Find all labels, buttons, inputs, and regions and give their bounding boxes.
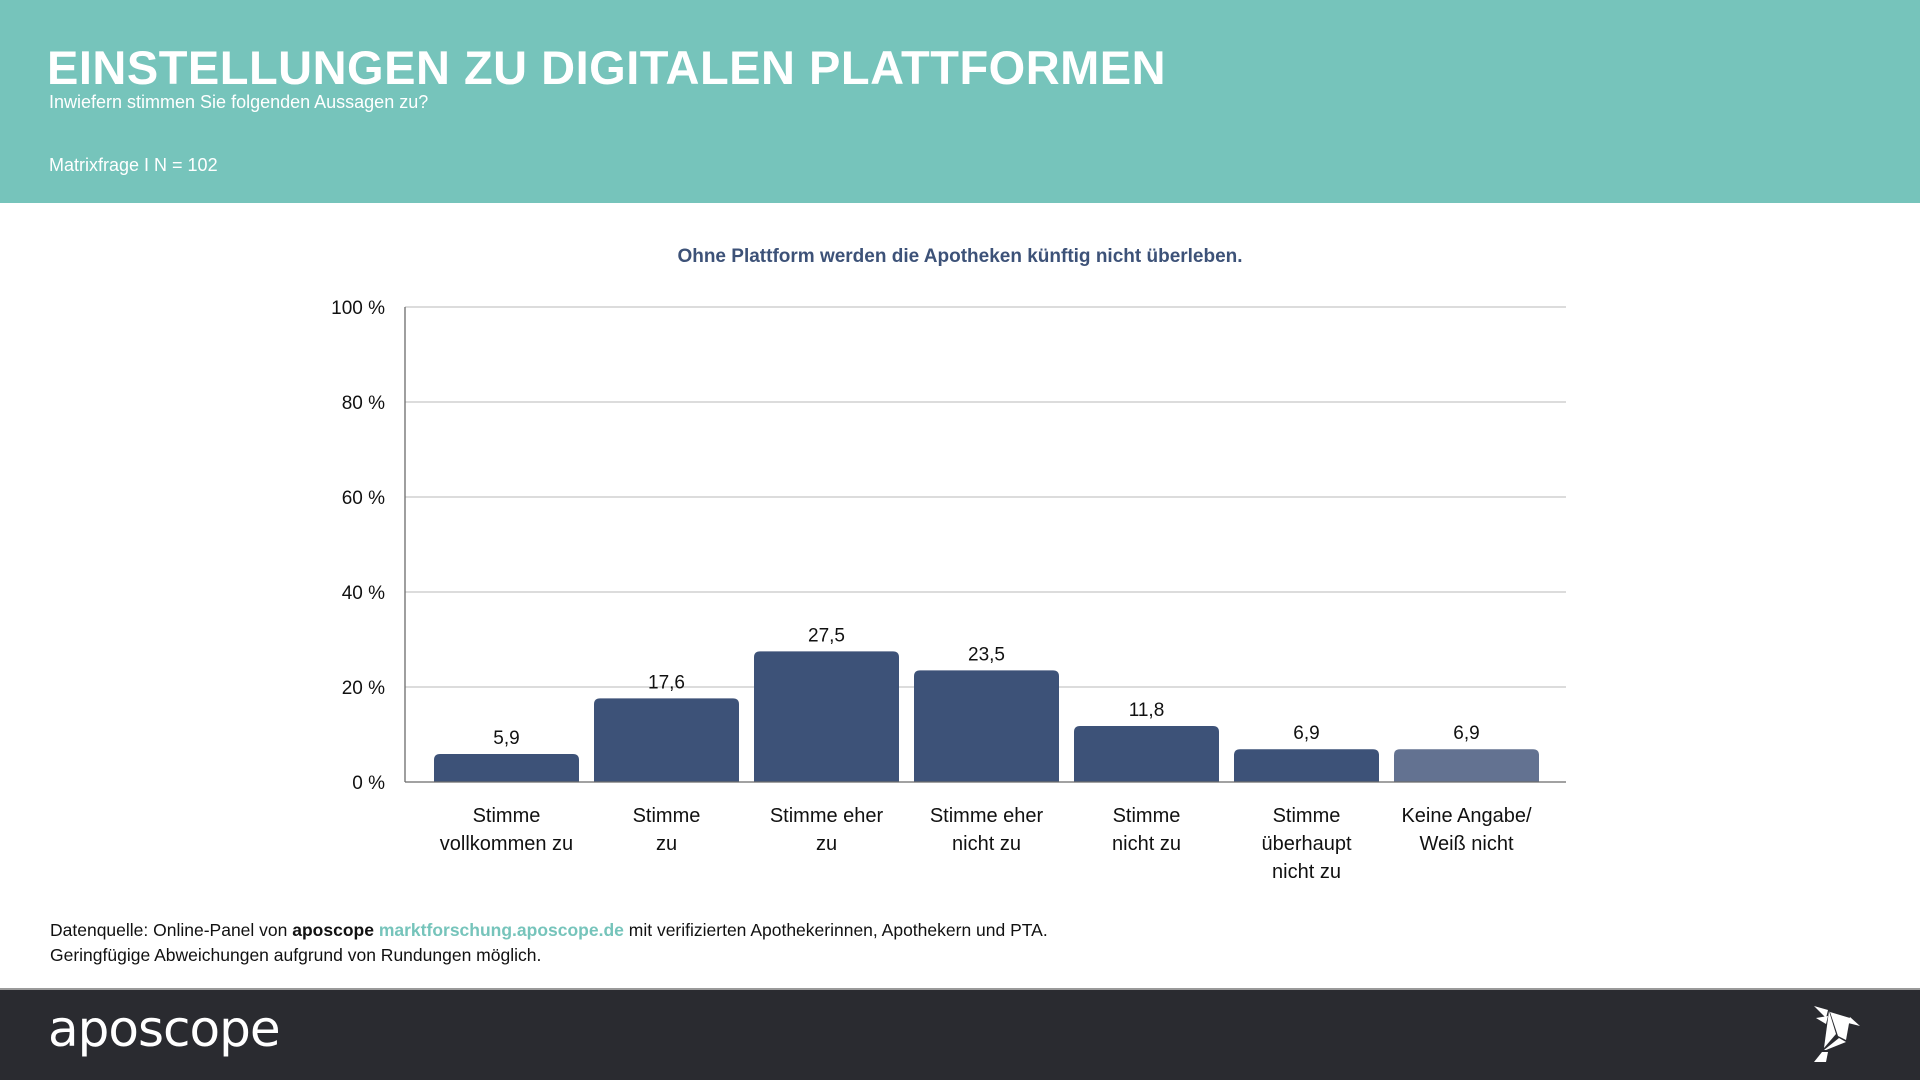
- page-subtitle: Inwiefern stimmen Sie folgenden Aussagen…: [49, 92, 429, 112]
- bar: [754, 651, 899, 782]
- header-banner: EINSTELLUNGEN ZU DIGITALEN PLATTFORMEN I…: [0, 0, 1920, 203]
- value-label: 17,6: [648, 672, 685, 693]
- x-category-label: Weiß nicht: [1419, 833, 1514, 855]
- x-category-label: vollkommen zu: [440, 833, 573, 855]
- footer-bar: aposcope: [0, 988, 1920, 1080]
- value-label: 5,9: [493, 728, 519, 749]
- x-category-label: Stimme: [1273, 805, 1341, 827]
- x-category-label: Keine Angabe/: [1401, 805, 1532, 827]
- y-tick-label: 100 %: [331, 298, 385, 319]
- bar: [1394, 749, 1539, 782]
- bar: [1074, 725, 1219, 782]
- sample-info: Matrixfrage I N = 102: [49, 155, 218, 175]
- value-label: 6,9: [1293, 723, 1319, 744]
- bar: [594, 698, 739, 782]
- y-tick-label: 0 %: [352, 773, 385, 794]
- x-category-label: überhaupt: [1261, 833, 1352, 855]
- x-category-label: nicht zu: [1112, 833, 1181, 855]
- x-category-label: Stimme: [1113, 805, 1181, 827]
- x-category-label: Stimme eher: [770, 805, 884, 827]
- source-line: Datenquelle: Online-Panel von aposcope m…: [50, 918, 1048, 943]
- chart-title: Ohne Plattform werden die Apotheken künf…: [677, 246, 1243, 267]
- y-tick-label: 80 %: [342, 393, 385, 414]
- origami-bird-icon: [1814, 1006, 1860, 1062]
- source-brand: aposcope: [292, 920, 374, 940]
- x-category-label: Stimme eher: [930, 805, 1044, 827]
- x-category-label: Stimme: [633, 805, 701, 827]
- y-tick-label: 60 %: [342, 488, 385, 509]
- x-category-label: zu: [816, 833, 837, 855]
- y-tick-label: 20 %: [342, 678, 385, 699]
- x-category-label: nicht zu: [1272, 861, 1341, 883]
- data-source-note: Datenquelle: Online-Panel von aposcope m…: [50, 918, 1048, 968]
- value-label: 11,8: [1129, 700, 1165, 721]
- value-label: 27,5: [808, 625, 845, 646]
- x-category-label: Stimme: [473, 805, 541, 827]
- source-prefix: Datenquelle: Online-Panel von: [50, 920, 293, 940]
- value-label: 23,5: [968, 644, 1005, 665]
- rounding-note: Geringfügige Abweichungen aufgrund von R…: [50, 945, 542, 965]
- x-category-label: nicht zu: [952, 833, 1021, 855]
- y-tick-label: 40 %: [342, 583, 385, 604]
- bar: [1234, 749, 1379, 782]
- aposcope-logo: aposcope: [48, 1000, 281, 1058]
- bar: [914, 670, 1059, 782]
- x-category-label: zu: [656, 833, 677, 855]
- source-link[interactable]: marktforschung.aposcope.de: [378, 920, 624, 940]
- source-suffix: mit verifizierten Apothekerinnen, Apothe…: [623, 920, 1048, 940]
- page-title: EINSTELLUNGEN ZU DIGITALEN PLATTFORMEN: [47, 41, 1167, 94]
- value-label: 6,9: [1453, 723, 1479, 744]
- bar: [434, 753, 579, 782]
